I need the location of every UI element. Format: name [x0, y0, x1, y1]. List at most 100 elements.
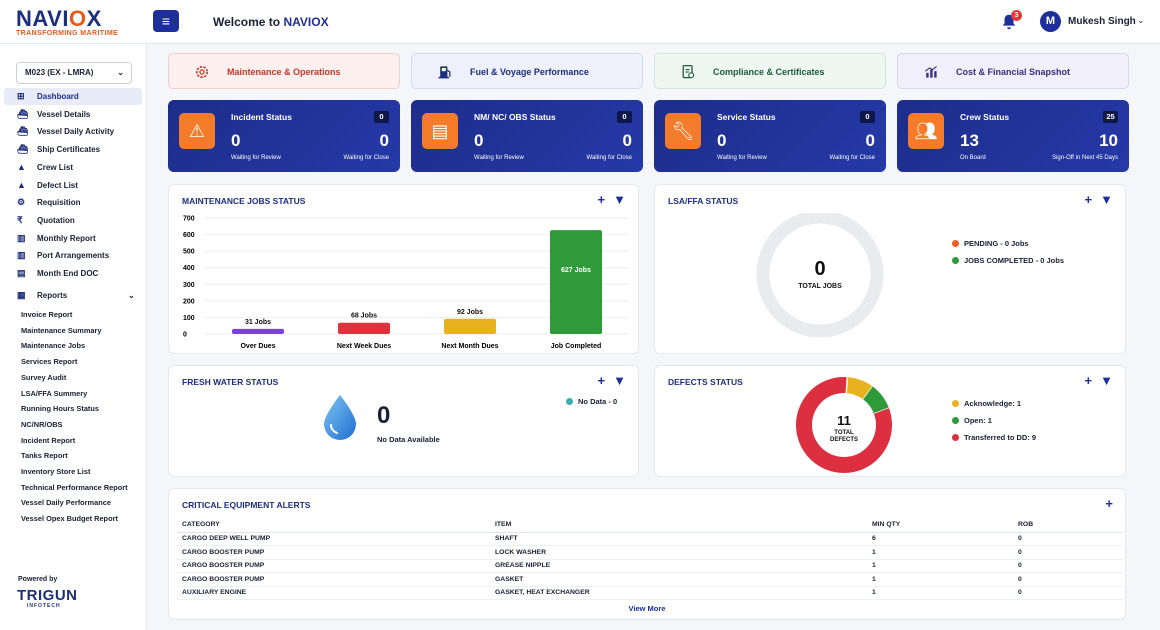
user-name[interactable]: Mukesh Singh: [1068, 16, 1136, 27]
sidebar-item-vessel-details[interactable]: ⛴ Vessel Details: [4, 106, 142, 123]
tile-maintenance-operations[interactable]: Maintenance & Operations: [168, 53, 400, 89]
table-cell: 0: [1013, 586, 1123, 600]
sidebar-item-port-arrangements[interactable]: ▥ Port Arrangements: [4, 247, 142, 264]
report-link-incident-report[interactable]: Incident Report: [21, 435, 76, 445]
report-link-technical-performance-report[interactable]: Technical Performance Report: [21, 482, 128, 492]
powered-by-label: Powered by: [18, 576, 58, 583]
sidebar-item-defect-list[interactable]: ▲ Defect List: [4, 177, 142, 194]
legend-pending[interactable]: PENDING - 0 Jobs: [952, 239, 1029, 248]
tile-compliance-certificates[interactable]: Compliance & Certificates: [654, 53, 886, 89]
report-link-inventory-store-list[interactable]: Inventory Store List: [21, 467, 91, 476]
filter-icon[interactable]: ▼: [613, 373, 626, 388]
avatar[interactable]: M: [1040, 11, 1061, 32]
column-header[interactable]: ITEM: [490, 517, 867, 533]
filter-icon[interactable]: ▼: [613, 192, 626, 207]
legend-label: JOBS COMPLETED - 0 Jobs: [964, 256, 1065, 265]
table-cell: 1: [867, 586, 1013, 600]
sidebar-item-reports[interactable]: ▦ Reports ⌄: [4, 287, 142, 304]
tile-fuel-voyage[interactable]: Fuel & Voyage Performance: [411, 53, 643, 89]
legend-transferred[interactable]: Transferred to DD: 9: [952, 433, 1036, 442]
sidebar-item-label: Crew List: [37, 162, 74, 172]
crew-status-card[interactable]: 👥︎ Crew Status 25 13 10 On Board Sign-Of…: [897, 100, 1129, 172]
sidebar-item-vessel-daily-activity[interactable]: ⛴ Vessel Daily Activity: [4, 123, 142, 140]
sidebar-item-quotation[interactable]: ₹ Quotation: [4, 212, 142, 229]
report-link-nc-nr-obs[interactable]: NC/NR/OBS: [21, 419, 63, 429]
view-more-link[interactable]: View More: [628, 604, 666, 613]
add-icon[interactable]: +: [1084, 373, 1093, 388]
donut-center-label: TOTAL JOBS: [798, 283, 842, 290]
table-row[interactable]: CARGO BOOSTER PUMP GREASE NIPPLE 1 0: [177, 559, 1123, 573]
menu-toggle-button[interactable]: ≡: [153, 10, 179, 32]
table-cell: CARGO DEEP WELL PUMP: [177, 532, 490, 546]
naviox-logo[interactable]: NAVIOX TRANSFORMING MARITIME: [16, 8, 126, 38]
bar[interactable]: [550, 230, 602, 334]
chart-icon: ▥: [17, 232, 26, 243]
sidebar-item-monthly-report[interactable]: ▥ Monthly Report: [4, 230, 142, 247]
table-row[interactable]: CARGO BOOSTER PUMP LOCK WASHER 1 0: [177, 545, 1123, 560]
tile-cost-financial[interactable]: Cost & Financial Snapshot: [897, 53, 1129, 89]
table-row[interactable]: AUXILIARY ENGINE GASKET, HEAT EXCHANGER 1 0: [177, 586, 1123, 600]
table-cell: CARGO BOOSTER PUMP: [177, 545, 490, 560]
donut-center-label-1: TOTAL: [834, 430, 854, 436]
chevron-down-icon[interactable]: ⌄: [1137, 15, 1145, 25]
maintenance-jobs-panel: MAINTENANCE JOBS STATUS + ▼ 0 100 200 300 400…: [168, 184, 639, 354]
card-title: Service Status: [717, 112, 776, 122]
add-icon[interactable]: +: [1105, 496, 1113, 511]
report-link-survey-audit[interactable]: Survey Audit: [21, 372, 67, 382]
y-tick-label: 300: [183, 282, 195, 289]
report-link-tanks-report[interactable]: Tanks Report: [21, 451, 68, 461]
legend-acknowledge[interactable]: Acknowledge: 1: [952, 399, 1021, 408]
table-row[interactable]: CARGO DEEP WELL PUMP SHAFT 6 0: [177, 532, 1123, 546]
sidebar-item-crew-list[interactable]: ▲ Crew List: [4, 159, 142, 176]
bar[interactable]: [338, 322, 390, 334]
table-cell: 0: [1013, 559, 1123, 573]
sidebar-item-label: Requisition: [37, 198, 81, 208]
report-link-vessel-opex-budget-report[interactable]: Vessel Opex Budget Report: [21, 514, 118, 524]
legend-label: Open: 1: [964, 416, 992, 425]
lsa-donut-chart: 0 TOTAL JOBS: [756, 213, 884, 338]
report-link-vessel-daily-performance[interactable]: Vessel Daily Performance: [21, 498, 111, 508]
table-cell: CARGO BOOSTER PUMP: [177, 572, 490, 587]
table-row[interactable]: CARGO BOOSTER PUMP GASKET 1 0: [177, 572, 1123, 587]
column-header[interactable]: CATEGORY: [177, 517, 490, 533]
sidebar-item-dashboard[interactable]: ⊞ Dashboard: [4, 88, 142, 105]
sidebar-item-month-end-doc[interactable]: ▤ Month End DOC: [4, 265, 142, 282]
nm-nc-obs-status-card[interactable]: ▤ NM/ NC/ OBS Status 0 0 0 Waiting for R…: [411, 100, 643, 172]
warning-icon: ▲: [17, 161, 26, 172]
report-link-invoice-report[interactable]: Invoice Report: [21, 310, 73, 319]
add-icon[interactable]: +: [597, 373, 606, 388]
report-link-lsa-ffa-summery[interactable]: LSA/FFA Summery: [21, 388, 88, 398]
report-link-maintenance-jobs[interactable]: Maintenance Jobs: [21, 341, 86, 351]
vessel-select[interactable]: M023 (EX - LMRA) ⌄: [16, 62, 132, 84]
chevron-down-icon: ⌄: [128, 291, 135, 300]
filter-icon[interactable]: ▼: [1100, 192, 1113, 207]
donut-slice[interactable]: [845, 377, 873, 400]
legend-no-data[interactable]: No Data - 0: [566, 397, 617, 406]
card-label-secondary: Waiting for Close: [586, 155, 632, 161]
legend-jobs-completed[interactable]: JOBS COMPLETED - 0 Jobs: [952, 256, 1064, 265]
ship-icon: ⛴: [17, 126, 29, 137]
sidebar-item-ship-certificates[interactable]: ⛴ Ship Certificates: [4, 141, 142, 158]
filter-icon[interactable]: ▼: [1100, 373, 1113, 388]
donut-center-label-2: DEFECTS: [830, 437, 858, 443]
donut-slice[interactable]: [862, 386, 889, 415]
add-icon[interactable]: +: [1084, 192, 1093, 207]
card-badge: 25: [1103, 111, 1118, 123]
ship-icon: ⛴: [17, 108, 29, 119]
legend-label: PENDING - 0 Jobs: [964, 239, 1029, 248]
add-icon[interactable]: +: [597, 192, 606, 207]
report-link-maintenance-summary[interactable]: Maintenance Summary: [21, 325, 102, 335]
bar[interactable]: [232, 328, 284, 334]
donut-slice[interactable]: [796, 377, 892, 473]
column-header[interactable]: MIN QTY: [867, 517, 1013, 533]
financial-chart-icon: [925, 65, 937, 78]
bar[interactable]: [444, 318, 496, 334]
service-status-card[interactable]: 🔧︎ Service Status 0 0 0 Waiting for Revi…: [654, 100, 886, 172]
warning-icon: ▲: [17, 179, 26, 190]
report-link-running-hours-status[interactable]: Running Hours Status: [21, 404, 100, 414]
sidebar-item-requisition[interactable]: ⚙ Requisition: [4, 194, 142, 211]
column-header[interactable]: ROB: [1013, 517, 1123, 533]
report-link-services-report[interactable]: Services Report: [21, 357, 78, 367]
incident-status-card[interactable]: ⚠ Incident Status 0 0 0 Waiting for Revi…: [168, 100, 400, 172]
legend-open[interactable]: Open: 1: [952, 416, 992, 425]
